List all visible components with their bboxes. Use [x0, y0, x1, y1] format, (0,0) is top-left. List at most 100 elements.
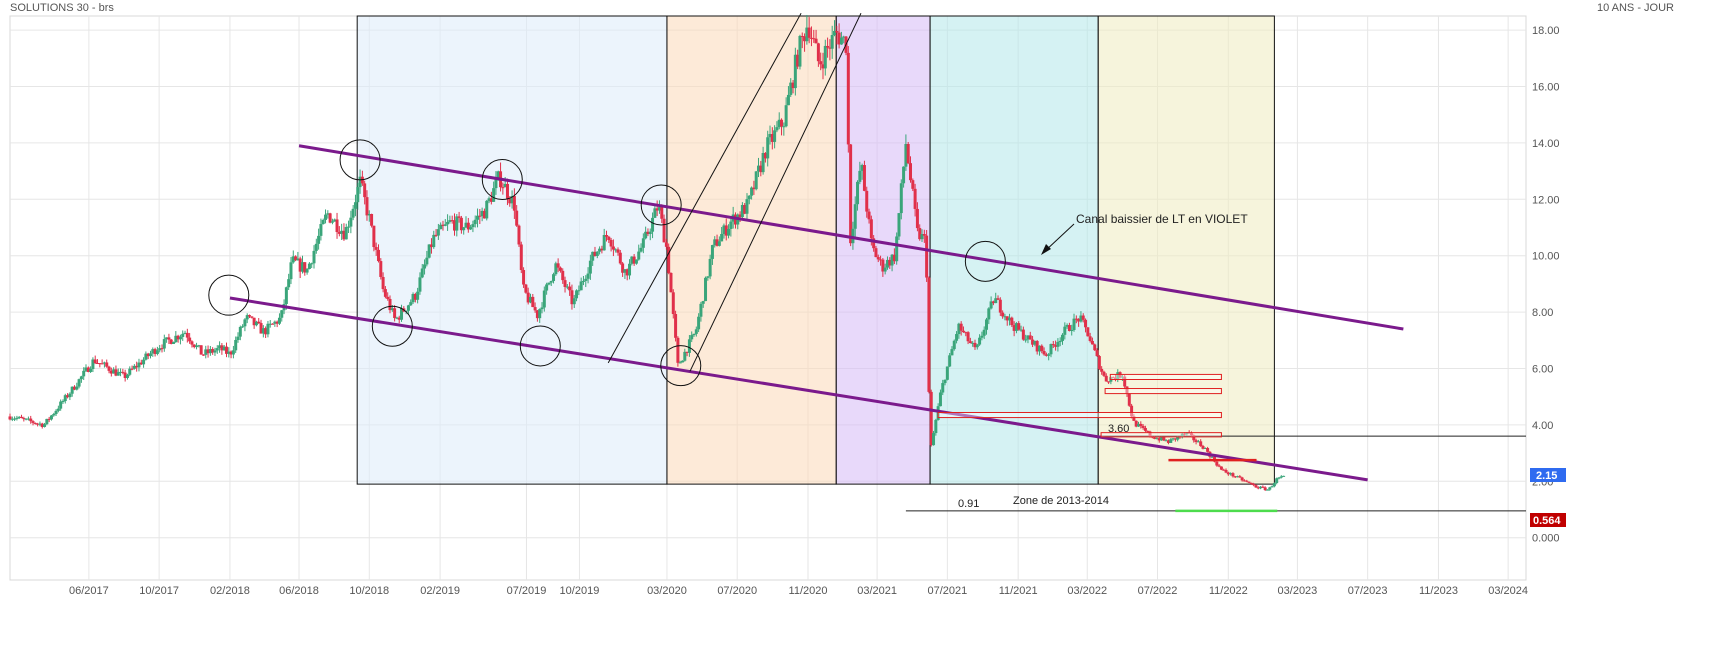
- candle-body: [102, 362, 106, 364]
- candle-body: [344, 227, 348, 240]
- x-tick-label: 06/2018: [279, 585, 319, 597]
- candle-body: [1148, 431, 1152, 437]
- candle-body: [238, 326, 242, 337]
- candle-body: [1100, 368, 1104, 372]
- candle-body: [423, 264, 427, 269]
- resistance-box: [1104, 388, 1222, 395]
- candle-body: [197, 345, 201, 347]
- candle-body: [680, 360, 684, 363]
- candle-body: [84, 367, 88, 371]
- candle-body: [651, 217, 655, 232]
- x-tick-label: 10/2017: [139, 585, 179, 597]
- candle-body: [948, 355, 952, 367]
- candle-body: [406, 305, 410, 311]
- pivot-circle: [660, 345, 702, 387]
- candle-body: [752, 187, 756, 190]
- candle-body: [1003, 316, 1007, 318]
- y-tick-label: 8.00: [1532, 307, 1553, 319]
- candle-body: [545, 284, 549, 291]
- candle-body: [178, 336, 182, 340]
- candle-body: [957, 323, 961, 335]
- candle-body: [568, 286, 572, 291]
- candle-body: [436, 229, 440, 236]
- candle-body: [487, 198, 491, 201]
- candle-body: [135, 365, 139, 368]
- candle-body: [1199, 441, 1203, 447]
- candle-body: [611, 246, 615, 250]
- candle-body: [888, 259, 892, 266]
- candle-body: [441, 224, 445, 226]
- candle-body: [798, 35, 802, 67]
- candle-body: [462, 227, 466, 231]
- x-tick-label: 03/2023: [1278, 585, 1318, 597]
- candle-body: [370, 214, 374, 226]
- candle-body: [52, 414, 56, 416]
- candle-body: [809, 37, 813, 39]
- candle-body: [897, 213, 901, 237]
- candle-body: [208, 349, 212, 354]
- candle-body: [473, 219, 477, 225]
- candle-body: [616, 249, 620, 253]
- candle-body: [980, 335, 984, 338]
- candle-body: [1054, 345, 1058, 347]
- candle-body: [842, 36, 846, 38]
- candle-body: [1176, 436, 1180, 440]
- candle-body: [821, 64, 825, 69]
- candle-body: [353, 202, 357, 209]
- candle-body: [49, 415, 53, 420]
- candle-body: [789, 82, 793, 95]
- candle-body: [968, 341, 972, 344]
- x-tick-label: 11/2023: [1419, 585, 1458, 597]
- candle-body: [660, 207, 664, 219]
- candle-body: [609, 239, 613, 247]
- candle-body: [1146, 430, 1150, 432]
- x-tick-label: 10/2019: [560, 585, 600, 597]
- candle-body: [775, 127, 779, 131]
- candle-body: [667, 246, 671, 273]
- candle-body: [13, 418, 17, 420]
- candle-body: [68, 393, 72, 398]
- candle-body: [395, 317, 399, 319]
- candle-body: [584, 278, 588, 281]
- candle-body: [865, 190, 869, 212]
- candle-body: [1185, 432, 1189, 435]
- candle-body: [82, 370, 86, 377]
- candle-body: [303, 262, 307, 273]
- y-tick-label: 18.00: [1532, 25, 1560, 37]
- candle-body: [10, 418, 14, 420]
- candle-body: [478, 215, 482, 217]
- candle-body: [715, 239, 719, 246]
- candle-body: [911, 180, 915, 189]
- shaded-zone: [666, 15, 837, 485]
- candle-body: [950, 349, 954, 356]
- candle-body: [851, 228, 855, 244]
- candle-body: [1084, 319, 1088, 328]
- candle-body: [991, 301, 995, 304]
- candle-body: [552, 274, 556, 282]
- candle-body: [756, 165, 760, 172]
- candle-body: [522, 270, 526, 285]
- candle-body: [181, 333, 185, 337]
- candle-body: [669, 272, 673, 293]
- candle-body: [409, 302, 413, 306]
- candle-body: [761, 152, 765, 173]
- candle-body: [724, 225, 728, 236]
- candle-body: [678, 362, 682, 364]
- candle-body: [300, 262, 304, 272]
- candle-body: [932, 433, 936, 446]
- candle-body: [376, 249, 380, 262]
- shaded-zone: [929, 15, 1099, 485]
- candle-body: [379, 261, 383, 277]
- candle-body: [690, 335, 694, 340]
- candle-body: [1242, 480, 1246, 482]
- candle-body: [837, 32, 841, 45]
- candle-body: [830, 35, 834, 49]
- candle-body: [588, 260, 592, 274]
- candle-body: [363, 183, 367, 198]
- candle-body: [906, 144, 910, 164]
- candle-body: [1259, 486, 1263, 489]
- candle-body: [895, 236, 899, 262]
- candle-body: [1116, 372, 1120, 380]
- candle-body: [243, 319, 247, 327]
